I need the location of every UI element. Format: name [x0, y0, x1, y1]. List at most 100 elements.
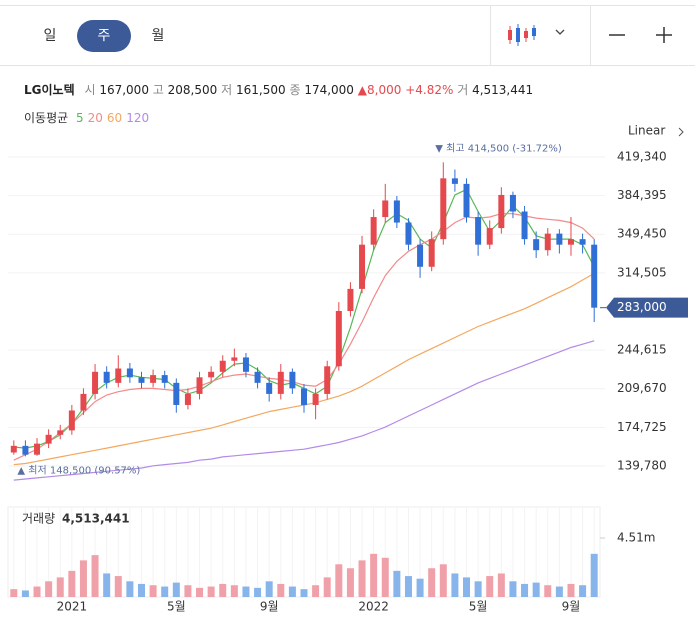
volume-bar [416, 578, 424, 597]
tab[interactable]: 일 [43, 28, 57, 44]
candle-body [22, 445, 29, 455]
change: ▲8,000 [357, 83, 402, 97]
candle-body [579, 239, 586, 245]
candle-body [242, 357, 249, 372]
candle-body [10, 445, 17, 453]
candle-body [80, 393, 87, 411]
candle-body [161, 375, 168, 383]
candle-body [440, 178, 447, 240]
volume-bar [335, 564, 343, 597]
candle-body [567, 239, 574, 245]
x-tick-label: 5월 [469, 600, 488, 614]
tab[interactable]: 월 [151, 28, 165, 44]
candle-body [184, 393, 191, 405]
candle-body [521, 211, 528, 240]
x-tick-label: 5월 [167, 600, 186, 614]
low-annotation: ▲ 최저 148,500 (90.57%) [17, 464, 140, 476]
candle-body [417, 244, 424, 267]
ma-legend-item[interactable]: 60 [106, 111, 123, 125]
candle-body [428, 239, 435, 267]
candle-body [34, 443, 41, 455]
volume-bar [10, 589, 18, 597]
candle-body [138, 377, 145, 383]
quote-line: LG이노텍 시 167,000 고 208,500 저 161,500 종 17… [24, 81, 533, 98]
volume-bar [196, 587, 204, 597]
candle-body [591, 244, 598, 308]
x-tick-label: 2022 [358, 600, 389, 614]
y-tick-label: 209,670 [617, 381, 667, 395]
ma-legend-item[interactable]: 20 [87, 111, 103, 125]
volume-bar [219, 583, 227, 597]
volume-bar [184, 585, 192, 597]
label: 종 [289, 83, 301, 97]
volume-bar [33, 586, 41, 597]
candle-body [451, 178, 458, 184]
label: 고 [152, 83, 164, 97]
volume-bar [126, 581, 134, 597]
label: 저 [221, 83, 233, 97]
x-tick-label: 2021 [57, 600, 88, 614]
volume-bar [21, 590, 29, 597]
toolbar-border [0, 65, 695, 66]
x-tick-label: 9월 [562, 600, 581, 614]
volume-bar [45, 581, 53, 597]
value: 4,513,441 [472, 83, 534, 97]
candle-body [208, 371, 215, 378]
volume-bar [463, 577, 471, 597]
volume-bar [381, 557, 389, 597]
change-pct: +4.82% [405, 83, 454, 97]
candle-body [498, 194, 505, 229]
volume-bar [265, 581, 273, 597]
candle-body [544, 233, 551, 251]
candle-body [126, 368, 133, 378]
candle-body [463, 183, 470, 218]
volume-bar [300, 589, 308, 597]
candle-body [370, 217, 377, 245]
ma-line [13, 272, 595, 466]
value: 161,500 [235, 83, 286, 97]
volume-bar [532, 582, 540, 597]
volume-bar [544, 585, 552, 597]
x-tick-label: 9월 [260, 600, 279, 614]
candle-body [533, 239, 540, 251]
y-tick-label: 349,450 [617, 227, 667, 241]
candle-body [92, 371, 99, 394]
volume-bar [79, 560, 87, 597]
candle-body [393, 200, 400, 223]
candle-body [68, 410, 75, 431]
zoom-buttons[interactable] [605, 24, 685, 46]
separator [490, 6, 491, 65]
candle-body [57, 430, 64, 435]
scale-label[interactable]: Linear [628, 124, 665, 138]
candle-body [509, 194, 516, 212]
candle-body [173, 382, 180, 405]
y-tick-label: 174,725 [617, 420, 667, 434]
volume-bar [404, 576, 412, 597]
volume-bar [312, 585, 320, 597]
volume-tick-label: 4.51m [617, 531, 655, 545]
volume-bar [207, 586, 215, 597]
volume-label: 거래량 [22, 512, 55, 526]
candle-body [347, 288, 354, 311]
y-tick-label: 244,615 [617, 343, 667, 357]
tab-active[interactable]: 주 [77, 20, 131, 52]
chart-type-button[interactable] [505, 22, 575, 50]
volume-bar [149, 585, 157, 597]
volume-bar [555, 586, 563, 597]
volume-bar [56, 577, 64, 597]
candle-body [231, 357, 238, 361]
ma-line [13, 340, 595, 481]
candle-body [324, 366, 331, 394]
y-tick-label: 384,395 [617, 188, 667, 202]
candle-body [382, 200, 389, 218]
y-tick-label: 419,340 [617, 149, 667, 163]
ma-legend-item[interactable]: 5 [76, 111, 84, 125]
ma-legend-item[interactable]: 120 [126, 111, 150, 125]
last-price-label: 283,000 [617, 300, 667, 314]
volume-bar [579, 585, 587, 597]
volume-label-value: 4,513,441 [62, 512, 130, 526]
candle-body [405, 222, 412, 245]
candle-body [196, 377, 203, 394]
volume-bar [254, 587, 262, 597]
